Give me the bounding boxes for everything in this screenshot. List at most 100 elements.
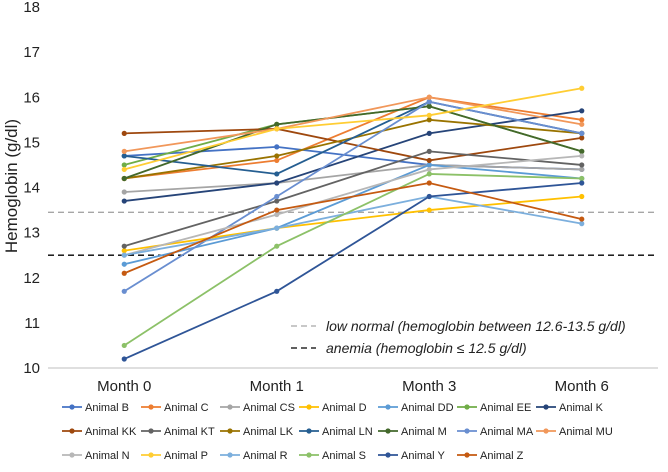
series-line [123, 173, 582, 347]
data-point [426, 193, 432, 200]
legend-marker [69, 452, 75, 458]
data-point [274, 144, 280, 150]
data-point [426, 157, 432, 164]
data-point [274, 126, 280, 132]
legend-label: Animal K [559, 402, 604, 414]
legend-marker [148, 404, 154, 410]
data-point [274, 157, 280, 164]
data-point [121, 166, 127, 173]
y-tick-label: 12 [23, 270, 40, 287]
legend-marker [227, 404, 233, 410]
legend-marker [69, 404, 75, 410]
series-line [124, 87, 582, 171]
data-point [274, 153, 280, 159]
legend-label: Animal S [322, 450, 366, 462]
legend-marker [227, 428, 233, 434]
data-point [274, 225, 280, 231]
data-point [426, 171, 432, 177]
legend-label: Animal MA [480, 426, 534, 438]
series-line [124, 127, 582, 162]
data-point [579, 148, 585, 154]
data-point [579, 216, 585, 222]
legend-marker [69, 428, 75, 434]
series-line [124, 96, 582, 180]
data-point [426, 148, 432, 154]
legend-marker [306, 452, 312, 458]
data-point [426, 112, 432, 118]
y-tick-label: 17 [23, 44, 40, 61]
series-line [124, 96, 582, 153]
legend-label: Animal B [85, 402, 129, 414]
data-point [274, 121, 280, 127]
legend-label: Animal KK [85, 426, 137, 438]
x-tick-label: Month 6 [555, 378, 609, 395]
data-point [274, 180, 280, 186]
series-line [124, 155, 582, 257]
legend-label: Animal D [322, 402, 367, 414]
data-point [426, 130, 432, 136]
data-point [121, 148, 127, 154]
y-tick-label: 10 [23, 360, 40, 377]
legend-label: Animal N [85, 450, 130, 462]
data-point [426, 99, 432, 105]
legend-label: Animal Y [401, 450, 445, 462]
data-point [121, 288, 127, 294]
legend-marker [464, 404, 470, 410]
data-point [121, 175, 127, 182]
legend-marker [148, 452, 154, 458]
data-point [579, 108, 585, 114]
legend-label: Animal LN [322, 426, 373, 438]
series-line [123, 150, 582, 248]
data-point [121, 153, 127, 159]
data-point [426, 162, 432, 168]
data-point [579, 180, 585, 186]
data-point [579, 130, 585, 136]
data-point [121, 130, 127, 136]
data-point [579, 166, 585, 173]
data-point [121, 248, 127, 254]
legend-marker [385, 404, 391, 410]
data-point [121, 243, 127, 249]
legend-marker [464, 428, 470, 434]
x-tick-label: Month 1 [250, 378, 304, 395]
data-point [579, 175, 585, 182]
legend-marker [543, 404, 549, 410]
legend-label: Animal MU [559, 426, 613, 438]
legend-marker [148, 428, 154, 434]
series-line [124, 195, 582, 252]
data-point [121, 162, 127, 168]
data-point [579, 193, 585, 200]
legend-label: Animal R [243, 450, 288, 462]
legend-marker [227, 452, 233, 458]
data-point [274, 211, 280, 218]
data-point [579, 121, 585, 127]
data-point [579, 221, 585, 227]
series-line [123, 182, 582, 360]
data-point [121, 342, 127, 349]
y-axis-label: Hemoglobin (g/dl) [2, 119, 21, 253]
y-tick-label: 16 [23, 89, 40, 106]
y-tick-label: 11 [24, 315, 40, 332]
series-line [123, 105, 583, 180]
legend-label: Animal EE [480, 402, 531, 414]
data-point [274, 288, 280, 294]
legend-label: Animal CS [243, 402, 295, 414]
series-line [124, 164, 582, 193]
legend-marker [464, 452, 470, 458]
data-point [274, 243, 280, 249]
data-point [579, 153, 585, 159]
legend-label: Animal DD [401, 402, 454, 414]
data-point [426, 94, 432, 100]
data-point [426, 180, 432, 186]
legend-label: Animal C [164, 402, 209, 414]
data-point [121, 261, 127, 267]
y-tick-label: 18 [23, 0, 40, 16]
data-point [121, 356, 127, 362]
data-point [426, 117, 432, 123]
legend-label: Animal Z [480, 450, 524, 462]
data-point [579, 117, 585, 123]
data-point [274, 193, 280, 200]
data-point [426, 207, 432, 213]
